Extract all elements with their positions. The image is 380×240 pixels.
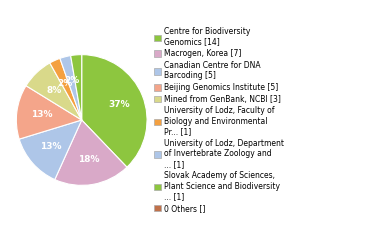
Wedge shape: [19, 120, 82, 180]
Wedge shape: [60, 56, 82, 120]
Text: 13%: 13%: [41, 142, 62, 151]
Wedge shape: [16, 86, 82, 139]
Wedge shape: [71, 55, 82, 120]
Text: 37%: 37%: [108, 100, 130, 109]
Text: 2%: 2%: [57, 78, 73, 88]
Text: 2%: 2%: [64, 76, 79, 85]
Wedge shape: [50, 58, 82, 120]
Wedge shape: [26, 63, 82, 120]
Wedge shape: [82, 55, 147, 167]
Wedge shape: [55, 120, 127, 185]
Text: 13%: 13%: [31, 110, 52, 119]
Text: 18%: 18%: [78, 156, 99, 164]
Legend: Centre for Biodiversity
Genomics [14], Macrogen, Korea [7], Canadian Centre for : Centre for Biodiversity Genomics [14], M…: [152, 26, 285, 214]
Text: 8%: 8%: [46, 86, 61, 95]
